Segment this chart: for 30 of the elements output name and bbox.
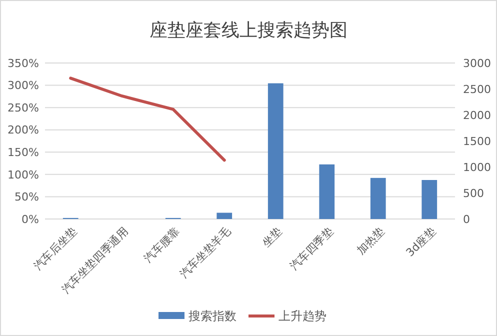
line-series [69, 76, 226, 162]
y-tick-label: 300% [8, 79, 39, 92]
y2-tick-label: 0 [463, 212, 470, 226]
legend-label: 上升趋势 [278, 309, 326, 324]
x-tick-label: 汽车四季垫 [288, 224, 336, 273]
bar [422, 180, 438, 219]
y2-tick-label: 1500 [463, 134, 491, 148]
bar [216, 212, 232, 219]
x-tick-label: 3d座垫 [404, 224, 438, 260]
bar [319, 164, 335, 219]
y2-tick-label: 500 [463, 186, 484, 200]
bar [268, 83, 284, 219]
y2-tick-label: 1000 [463, 160, 491, 174]
y2-tick-label: 2500 [463, 82, 491, 96]
y-tick-label: 50% [14, 190, 39, 204]
y-tick-label: 350% [8, 56, 39, 70]
y-tick-label: 150% [8, 146, 39, 159]
y-tick-label: 200% [8, 124, 39, 137]
legend-label: 搜索指数 [188, 309, 236, 324]
x-tick-label: 坐垫 [260, 224, 284, 250]
bar [370, 178, 386, 219]
y-tick-label: 0% [22, 212, 39, 226]
chart-title: 座垫座套线上搜索趋势图 [150, 20, 348, 41]
x-tick-label: 汽车后坐垫 [31, 224, 80, 273]
x-tick-label: 加热垫 [354, 224, 387, 258]
x-tick-label: 汽车腰靠 [142, 224, 182, 265]
y-tick-label: 100% [8, 168, 39, 182]
y2-tick-label: 2000 [463, 108, 491, 122]
y-tick-label: 250% [8, 101, 39, 114]
y2-tick-label: 3000 [463, 56, 491, 70]
